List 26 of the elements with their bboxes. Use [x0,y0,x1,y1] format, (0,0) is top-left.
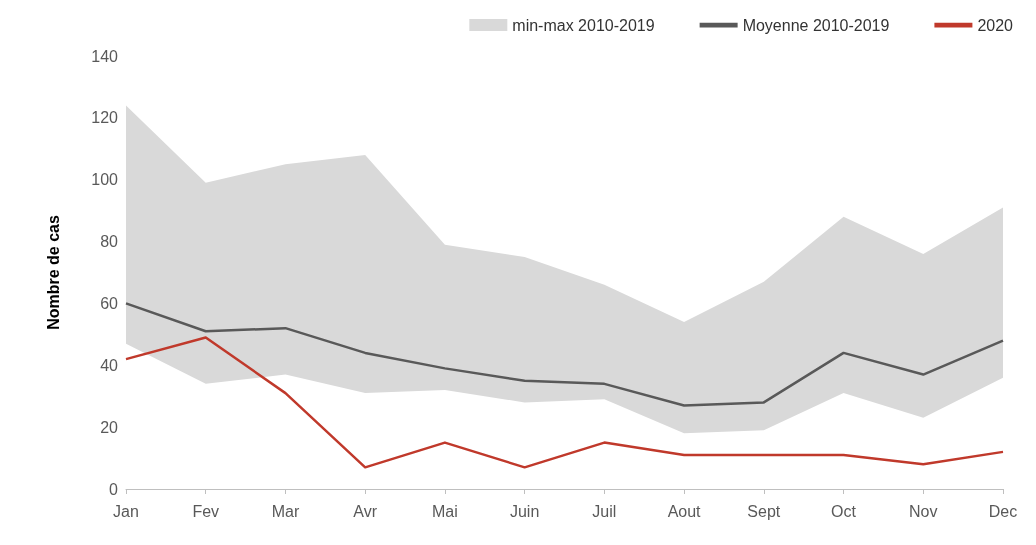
legend-label: Moyenne 2010-2019 [742,16,890,34]
x-tick-label: Oct [831,502,857,520]
y-tick-label: 100 [91,171,119,189]
line-series [124,336,1005,469]
x-tick-label: Fev [192,502,220,520]
x-tick-label: Juil [592,502,617,520]
x-tick-label: Dec [988,502,1018,520]
x-tick-label: Aout [667,502,702,520]
legend-label: 2020 [977,16,1014,34]
y-tick-label: 0 [109,480,119,498]
y-tick-label: 140 [91,47,119,65]
y-tick-label: 120 [91,109,119,127]
y-tick-label: 80 [100,233,119,251]
y-tick-label: 40 [100,356,119,374]
x-tick-label: Sept [747,502,781,520]
legend-label: min-max 2010-2019 [512,16,655,34]
line-series [124,302,1005,407]
y-axis-title: Nombre de cas [44,215,62,330]
x-tick-label: Juin [509,502,540,520]
x-tick-label: Jan [113,502,139,520]
x-tick-label: Avr [353,502,378,520]
x-tick-label: Mar [271,502,300,520]
x-tick-label: Nov [909,502,938,520]
x-tick-label: Mai [432,502,458,520]
y-tick-label: 60 [100,294,119,312]
y-tick-label: 20 [100,418,119,436]
